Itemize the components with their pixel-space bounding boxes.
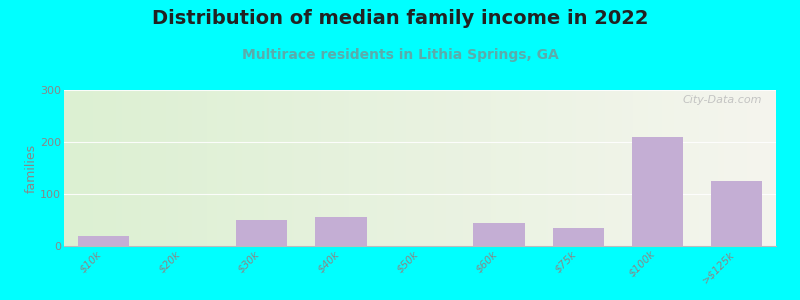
Bar (315, 218, 366, 246)
Text: City-Data.com: City-Data.com (682, 95, 762, 105)
Bar (632, 137, 683, 246)
Bar (553, 228, 604, 246)
Bar (78, 236, 130, 246)
Bar (710, 181, 762, 246)
Y-axis label: families: families (24, 143, 38, 193)
Bar (474, 223, 525, 246)
Bar (236, 220, 287, 246)
Text: Distribution of median family income in 2022: Distribution of median family income in … (152, 9, 648, 28)
Text: Multirace residents in Lithia Springs, GA: Multirace residents in Lithia Springs, G… (242, 48, 558, 62)
